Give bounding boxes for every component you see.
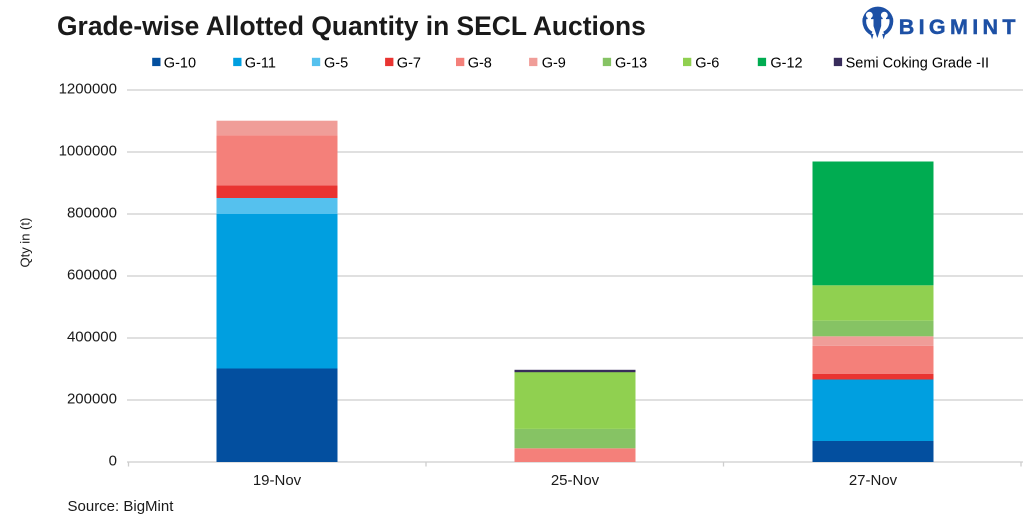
svg-text:G-6: G-6 [695,55,719,71]
svg-text:Semi Coking Grade -II: Semi Coking Grade -II [846,55,989,71]
svg-text:G-5: G-5 [324,55,348,71]
svg-text:G-7: G-7 [397,55,421,71]
svg-text:25-Nov: 25-Nov [551,472,600,489]
svg-text:1000000: 1000000 [59,143,117,160]
svg-text:G-10: G-10 [164,55,196,71]
svg-text:G-8: G-8 [468,55,492,71]
svg-text:27-Nov: 27-Nov [849,472,898,489]
svg-text:G-9: G-9 [542,55,566,71]
svg-text:Qty in (t): Qty in (t) [17,218,32,268]
svg-text:0: 0 [109,453,117,470]
svg-text:19-Nov: 19-Nov [253,472,302,489]
svg-text:G-13: G-13 [615,55,647,71]
svg-text:G-11: G-11 [245,55,276,71]
svg-text:200000: 200000 [67,391,117,408]
svg-text:400000: 400000 [67,329,117,346]
svg-text:800000: 800000 [67,205,117,222]
svg-text:600000: 600000 [67,267,117,284]
svg-text:1200000: 1200000 [59,81,117,98]
svg-text:G-12: G-12 [770,55,802,71]
